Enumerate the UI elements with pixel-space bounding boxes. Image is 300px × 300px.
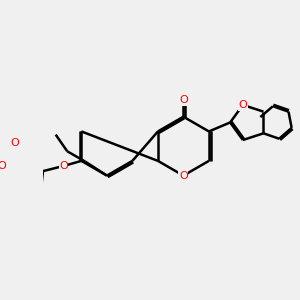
- Text: O: O: [59, 161, 68, 171]
- Text: O: O: [0, 161, 6, 171]
- Text: O: O: [11, 138, 19, 148]
- Text: O: O: [179, 95, 188, 105]
- Text: O: O: [179, 171, 188, 181]
- Text: O: O: [238, 100, 247, 110]
